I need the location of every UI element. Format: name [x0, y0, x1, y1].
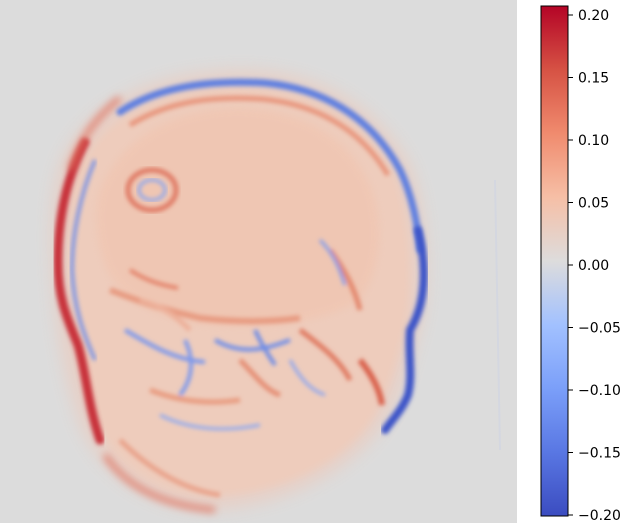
colorbar-tick-label: 0.15: [578, 71, 609, 87]
colorbar-tick-label: 0.00: [578, 258, 609, 274]
colorbar-gradient: [541, 6, 568, 516]
colorbar-tick-label: 0.20: [578, 8, 609, 24]
colorbar-tick-label: −0.15: [578, 446, 621, 462]
colorbar-tick-label: 0.10: [578, 133, 609, 149]
colorbar-tick-label: −0.05: [578, 321, 621, 337]
heatmap-image: [0, 0, 517, 523]
colorbar-tick-label: −0.20: [578, 508, 621, 523]
colorbar-tick-label: 0.05: [578, 196, 609, 212]
colorbar-ticks: 0.20 0.15 0.10 0.05 0.00 −0.05 −0.10 −0.15 −0.20: [568, 8, 621, 523]
colorbar-tick-label: −0.10: [578, 383, 621, 399]
colorbar: 0.20 0.15 0.10 0.05 0.00 −0.05 −0.10 −0.15 −0.20: [541, 6, 621, 523]
